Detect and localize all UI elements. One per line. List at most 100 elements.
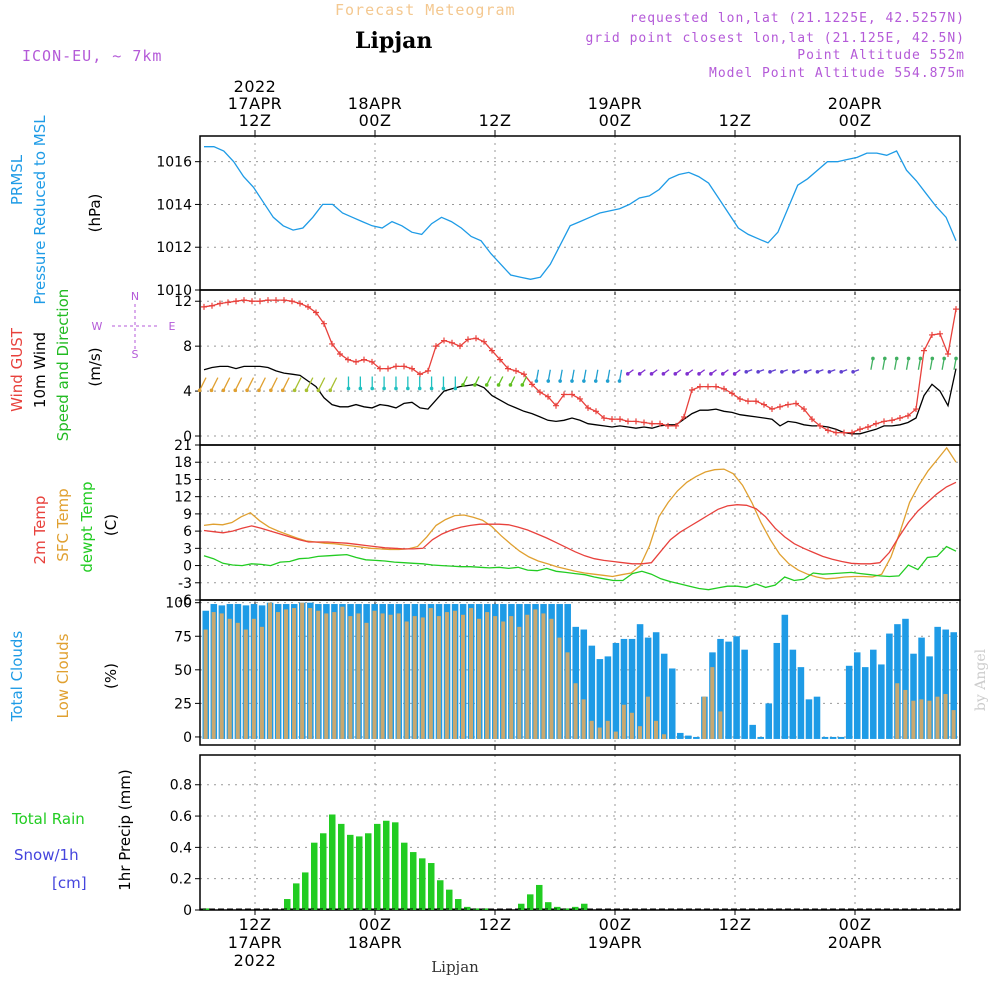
top-axis-date: 20APR xyxy=(828,94,883,113)
total-cloud-bar xyxy=(596,659,604,739)
pressure-line-group xyxy=(204,146,957,280)
wind-arrow-head xyxy=(720,372,725,376)
wind-arrow-head xyxy=(441,386,446,391)
total-cloud-bar xyxy=(652,632,660,739)
rain-bar xyxy=(284,899,291,910)
wind-gust-line xyxy=(203,299,957,434)
top-axis-hour: 00Z xyxy=(359,111,392,130)
wind-gust-line-marker xyxy=(249,298,255,305)
wind-arrow-head xyxy=(496,383,501,387)
total-cloud-bar xyxy=(628,638,636,739)
total-cloud-bar xyxy=(837,736,845,739)
wind-arrow-head xyxy=(756,370,760,374)
low-cloud-bar xyxy=(324,613,329,739)
total-cloud-bar xyxy=(757,736,764,739)
wind-arrow-head xyxy=(221,388,226,393)
low-cloud-bar xyxy=(702,696,707,739)
wind-speed-line xyxy=(203,365,957,435)
low-cloud-bar xyxy=(332,612,337,739)
low-cloud-bar xyxy=(501,621,506,739)
low-cloud-bar xyxy=(935,696,940,739)
low-cloud-bar xyxy=(404,621,409,739)
cloud-bars xyxy=(202,602,957,739)
wind-gust-line-marker xyxy=(585,404,591,411)
wind-arrow xyxy=(882,358,886,370)
wind-arrow-head xyxy=(709,372,713,376)
panel-frame xyxy=(199,599,961,746)
total-cloud-bar xyxy=(677,732,684,739)
low-cloud-bar xyxy=(477,618,482,739)
wind-gust-line-marker xyxy=(481,338,487,345)
wind-gust-line-marker xyxy=(849,429,855,436)
low-cloud-bar xyxy=(211,612,216,739)
wind-gust-line-marker xyxy=(785,401,791,408)
total-cloud-bar xyxy=(781,614,789,739)
wind-gust-line-marker xyxy=(385,365,391,372)
wind-arrow-head xyxy=(316,388,321,393)
precip-units: 1hr Precip (mm) xyxy=(116,769,134,890)
wind-arrow-head xyxy=(930,356,935,361)
wind-gust-line-marker xyxy=(409,365,415,372)
y-tick-label: 50 xyxy=(174,663,192,679)
low-cloud-bar xyxy=(235,622,240,739)
low-cloud-bar xyxy=(573,683,578,739)
wind-gust-line-marker xyxy=(553,402,559,409)
total-cloud-bar xyxy=(813,696,821,739)
rain-bar xyxy=(302,872,309,910)
wind-gust-line-marker xyxy=(657,420,663,427)
wind-arrow-head xyxy=(906,356,911,361)
wind-gust-line-marker xyxy=(865,424,871,431)
wind-arrow-head xyxy=(257,388,261,393)
wind-arrow-head xyxy=(744,370,749,374)
low-cloud-bar xyxy=(243,629,248,739)
wind-gust-line-marker xyxy=(217,300,223,307)
y-tick-label: 1010 xyxy=(156,283,192,299)
wind-gust-line-marker xyxy=(417,371,423,378)
wind-arrow-head xyxy=(358,386,363,391)
wind-gust-line-marker xyxy=(265,297,271,304)
total-cloud-bar xyxy=(829,736,837,739)
rain-bar xyxy=(545,902,552,910)
wind-arrow xyxy=(282,377,290,391)
wind-gust-line-marker xyxy=(369,358,375,365)
wind-arrow-head xyxy=(233,388,238,393)
y-tick-label: 75 xyxy=(174,629,192,645)
wind-gust-line-marker xyxy=(377,365,383,372)
panel-5: 0 0.2 0.4 0.6 0.8 xyxy=(170,754,961,919)
y-tick-label: 0 xyxy=(183,559,192,575)
wind-gust-line-marker xyxy=(681,413,687,420)
total-cloud-bar xyxy=(845,665,853,739)
sfc-temp-label: SFC Temp xyxy=(54,488,72,561)
bottom-axis-hour: 00Z xyxy=(359,915,392,934)
low-cloud-bar xyxy=(436,616,441,739)
low-cloud-bar xyxy=(581,699,586,739)
temp-units: (C) xyxy=(102,514,120,536)
wind-gust-line-marker xyxy=(289,298,295,305)
rain-label: Total Rain xyxy=(11,810,85,828)
total-cloud-bar xyxy=(773,642,781,739)
wind-gust-line-marker xyxy=(273,297,279,304)
rain-bar xyxy=(374,823,381,910)
wind-gust-line-marker xyxy=(593,408,599,415)
gust-label: Wind GUST xyxy=(8,327,26,412)
top-axis-hour: 12Z xyxy=(719,111,752,130)
dewpt-line-group xyxy=(203,545,957,591)
gridpoint-coords: grid point closest lon,lat (21.125E, 42.… xyxy=(585,31,965,46)
panel-1: 1010 1012 1014 1016 xyxy=(156,135,961,299)
top-axis-date: 19APR xyxy=(588,94,643,113)
rain-bar xyxy=(581,903,588,910)
rain-bar xyxy=(401,842,408,910)
wind-arrow xyxy=(199,377,207,391)
wind-gust-line-marker xyxy=(705,383,711,390)
wind-gust-line-marker xyxy=(513,367,519,374)
rain-bar xyxy=(428,863,435,910)
footer-location: Lipjan xyxy=(431,958,479,976)
rain-bar xyxy=(347,834,354,910)
wind-gust-line-marker xyxy=(777,403,783,410)
wind-gust-line-marker xyxy=(337,351,343,358)
wind-gust-line-marker xyxy=(305,303,311,310)
total-cloud-bar xyxy=(693,736,700,739)
wind-arrow-head xyxy=(918,356,923,361)
total-cloud-bar xyxy=(733,636,740,739)
